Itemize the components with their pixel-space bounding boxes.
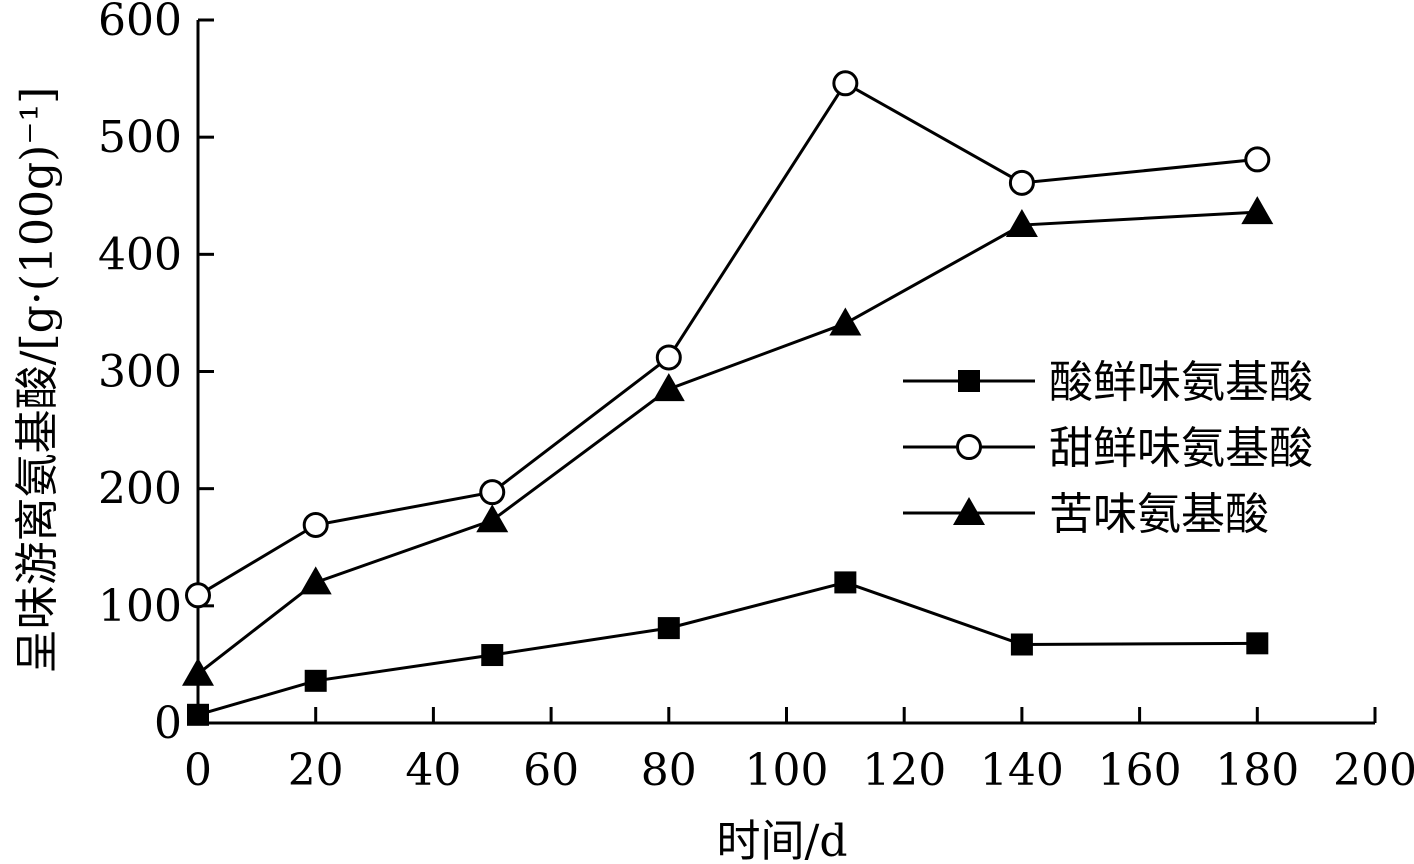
- data-point-triangle: [1241, 196, 1274, 225]
- data-point-circle: [1244, 146, 1271, 173]
- x-tick-label: 60: [523, 745, 579, 796]
- data-point-circle: [1008, 169, 1035, 196]
- y-tick-label: 0: [154, 698, 182, 749]
- data-point-triangle: [652, 373, 685, 402]
- legend-label: 酸鲜味氨基酸: [1049, 357, 1313, 408]
- x-tick-label: 20: [288, 745, 344, 796]
- data-point-square: [834, 571, 857, 594]
- legend-item-square: 酸鲜味氨基酸: [903, 357, 1313, 408]
- x-ticks: 0 20 40 60 80 100 120 140 160 180 200: [184, 707, 1414, 796]
- y-tick-label: 600: [98, 0, 182, 46]
- legend-marker-circle: [956, 434, 982, 460]
- series-layer: [182, 70, 1274, 726]
- data-point-square: [657, 617, 680, 640]
- data-point-circle: [479, 479, 506, 506]
- data-point-circle: [655, 344, 682, 371]
- series-circle: [185, 70, 1271, 609]
- data-point-triangle: [476, 504, 509, 533]
- x-tick-label: 180: [1215, 745, 1299, 796]
- series-line-square: [197, 580, 1258, 717]
- x-tick-label: 80: [641, 745, 697, 796]
- data-point-square: [187, 703, 209, 726]
- data-point-triangle: [1005, 209, 1038, 238]
- data-point-circle: [302, 511, 329, 538]
- data-point-square: [481, 644, 504, 667]
- x-tick-label: 100: [745, 745, 829, 796]
- x-axis-label: 时间/d: [717, 816, 848, 864]
- x-tick-label: 200: [1333, 745, 1414, 796]
- data-point-circle: [832, 70, 859, 97]
- x-tick-label: 120: [862, 745, 946, 796]
- y-ticks: 0 100 200 300 400 500 600: [98, 0, 214, 749]
- x-tick-label: 160: [1098, 745, 1182, 796]
- legend-marker-triangle: [953, 497, 985, 525]
- series-square: [187, 571, 1269, 726]
- data-point-square: [304, 669, 327, 692]
- y-tick-label: 100: [98, 581, 182, 632]
- y-tick-label: 200: [98, 464, 182, 515]
- data-point-triangle: [829, 307, 862, 336]
- x-tick-label: 0: [184, 745, 212, 796]
- data-point-square: [1010, 633, 1033, 656]
- y-tick-label: 400: [98, 229, 182, 280]
- legend-label: 苦味氨基酸: [1049, 489, 1269, 540]
- x-tick-label: 40: [405, 745, 461, 796]
- data-point-triangle: [182, 657, 214, 686]
- legend-item-triangle: 苦味氨基酸: [903, 489, 1269, 540]
- data-point-triangle: [299, 566, 332, 595]
- y-axis-label: 呈味游离氨基酸/[g·(100g)⁻¹]: [12, 87, 63, 674]
- y-tick-label: 500: [98, 112, 182, 163]
- series-triangle: [182, 196, 1274, 686]
- data-point-circle: [185, 582, 211, 609]
- y-tick-label: 300: [98, 347, 182, 398]
- axes: 0 100 200 300 400 500 600 0 20 40 60 80 100 120 140 16…: [98, 0, 1414, 796]
- legend-label: 甜鲜味氨基酸: [1049, 423, 1313, 474]
- legend-marker-square: [958, 370, 980, 392]
- data-point-square: [1246, 632, 1269, 655]
- x-tick-label: 140: [980, 745, 1064, 796]
- legend-item-circle: 甜鲜味氨基酸: [903, 423, 1313, 474]
